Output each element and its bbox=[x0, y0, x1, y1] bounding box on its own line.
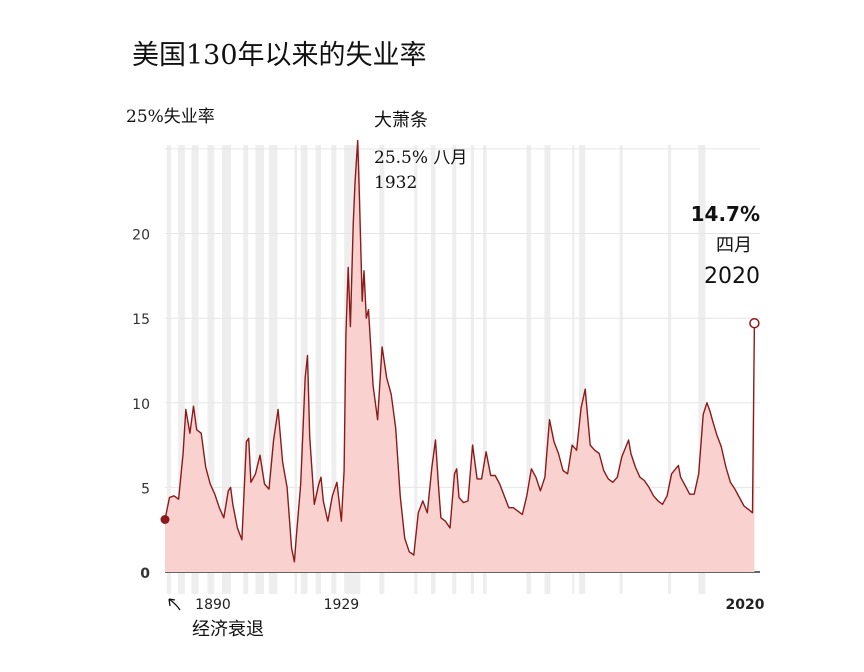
y-tick-label: 10 bbox=[132, 397, 150, 413]
y-tick-labels: 0 5 10 15 20 bbox=[132, 228, 150, 583]
recession-band bbox=[544, 145, 551, 594]
x-tick-label: 1929 bbox=[324, 597, 360, 613]
recession-band bbox=[166, 145, 171, 594]
recession-band bbox=[300, 145, 308, 594]
depression-peak-value: 25.5% 八月 bbox=[374, 148, 467, 168]
depression-label: 大萧条 bbox=[374, 110, 428, 131]
markers bbox=[160, 317, 760, 524]
y-tick-label: 20 bbox=[132, 228, 150, 244]
recession-band bbox=[178, 145, 185, 594]
recession-band bbox=[470, 145, 474, 594]
recession-band bbox=[572, 145, 575, 594]
recession-band bbox=[294, 145, 298, 594]
recession-band bbox=[619, 145, 623, 594]
recession-band bbox=[483, 145, 487, 594]
recession-band bbox=[414, 145, 418, 594]
chart-title: 美国130年以来的失业率 bbox=[132, 40, 427, 71]
start-point-marker bbox=[160, 515, 170, 524]
y-axis-label: 25%失业率 bbox=[126, 107, 215, 127]
recession-band bbox=[668, 145, 672, 594]
y-tick-label: 0 bbox=[140, 566, 150, 582]
area-fill bbox=[165, 140, 755, 572]
recession-band bbox=[452, 145, 457, 594]
recession-band bbox=[191, 145, 199, 594]
recession-band bbox=[578, 145, 586, 594]
recession-band bbox=[315, 145, 321, 594]
recession-band bbox=[222, 145, 231, 594]
x-tick-label: 1890 bbox=[195, 597, 231, 613]
recession-band bbox=[331, 145, 337, 594]
y-tick-label: 15 bbox=[132, 312, 150, 328]
x-tick-labels: 1890 1929 2020 bbox=[195, 597, 765, 613]
series-line bbox=[164, 139, 756, 563]
recession-label: 经济衰退 bbox=[192, 619, 264, 640]
recession-band bbox=[207, 145, 215, 594]
latest-year: 2020 bbox=[704, 264, 760, 289]
latest-month: 四月 bbox=[716, 235, 752, 256]
depression-peak-year: 1932 bbox=[374, 173, 417, 193]
recession-band bbox=[269, 145, 278, 594]
recession-arrow-icon bbox=[168, 598, 181, 611]
latest-point-marker bbox=[749, 317, 760, 329]
recession-band bbox=[255, 145, 265, 594]
recession-band bbox=[698, 145, 706, 594]
x-tick-label: 2020 bbox=[726, 597, 765, 613]
recession-band bbox=[243, 145, 249, 594]
recession-band bbox=[526, 145, 531, 594]
recession-band bbox=[431, 145, 436, 594]
y-tick-label: 5 bbox=[141, 481, 150, 497]
latest-value: 14.7% bbox=[691, 202, 760, 226]
unemployment-area bbox=[164, 139, 756, 572]
